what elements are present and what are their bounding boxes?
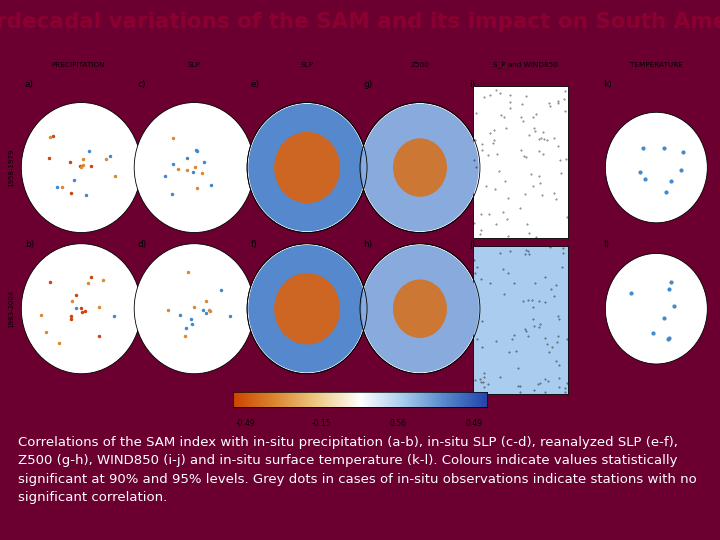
Ellipse shape xyxy=(247,103,367,233)
Text: 0.49: 0.49 xyxy=(466,419,483,428)
Ellipse shape xyxy=(248,104,366,231)
Text: -0.15: -0.15 xyxy=(312,419,332,428)
Text: SLP: SLP xyxy=(300,62,314,68)
Text: Correlations of the SAM index with in-situ precipitation (a-b), in-situ SLP (c-d: Correlations of the SAM index with in-si… xyxy=(18,435,697,504)
Ellipse shape xyxy=(393,280,447,338)
Ellipse shape xyxy=(361,245,479,373)
Text: Interdecadal variations of the SAM and its impact on South America: Interdecadal variations of the SAM and i… xyxy=(0,12,720,32)
Text: TEMPERATURE: TEMPERATURE xyxy=(630,62,683,68)
Ellipse shape xyxy=(274,273,340,345)
Text: 1958-1979: 1958-1979 xyxy=(8,148,14,187)
Ellipse shape xyxy=(360,103,480,233)
Text: 1983-2004: 1983-2004 xyxy=(8,289,14,328)
Text: d): d) xyxy=(138,240,147,249)
Ellipse shape xyxy=(360,244,480,374)
Text: f): f) xyxy=(251,240,257,249)
Ellipse shape xyxy=(22,103,141,233)
Ellipse shape xyxy=(393,138,447,197)
Text: c): c) xyxy=(138,80,146,89)
Ellipse shape xyxy=(248,245,366,373)
Text: e): e) xyxy=(251,80,260,89)
Ellipse shape xyxy=(274,132,340,203)
Text: a): a) xyxy=(24,80,34,89)
Text: S_P and WIND850: S_P and WIND850 xyxy=(493,62,558,69)
Ellipse shape xyxy=(606,253,707,364)
Text: g): g) xyxy=(364,80,373,89)
Text: j): j) xyxy=(469,240,475,249)
Ellipse shape xyxy=(134,244,254,374)
Text: k): k) xyxy=(603,80,612,89)
Ellipse shape xyxy=(134,103,254,233)
FancyBboxPatch shape xyxy=(473,86,568,238)
Ellipse shape xyxy=(247,244,367,374)
Text: PRECIPITATION: PRECIPITATION xyxy=(51,62,104,68)
Ellipse shape xyxy=(361,104,479,231)
Ellipse shape xyxy=(606,112,707,223)
FancyBboxPatch shape xyxy=(473,246,568,394)
Text: b): b) xyxy=(24,240,34,249)
Text: SLP: SLP xyxy=(188,62,201,68)
Text: Z500: Z500 xyxy=(410,62,429,68)
Text: h): h) xyxy=(364,240,373,249)
Text: 0.56: 0.56 xyxy=(390,419,407,428)
Ellipse shape xyxy=(22,244,141,374)
Text: i): i) xyxy=(469,80,475,89)
Text: l): l) xyxy=(603,240,610,249)
Text: -0.49: -0.49 xyxy=(236,419,256,428)
